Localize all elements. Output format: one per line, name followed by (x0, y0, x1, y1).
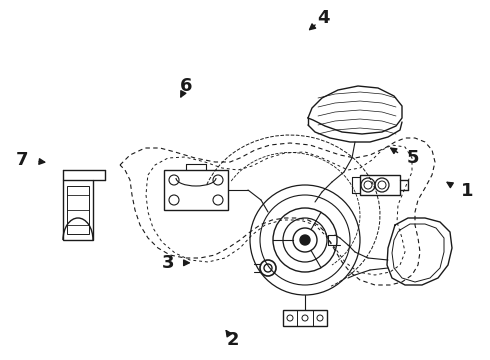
Text: 6: 6 (180, 77, 193, 95)
Text: 5: 5 (407, 149, 419, 167)
Text: 2: 2 (226, 331, 239, 349)
Circle shape (300, 235, 310, 245)
Text: 3: 3 (161, 254, 174, 272)
Text: 4: 4 (317, 9, 330, 27)
Text: 7: 7 (16, 151, 28, 169)
Text: 1: 1 (461, 182, 473, 200)
